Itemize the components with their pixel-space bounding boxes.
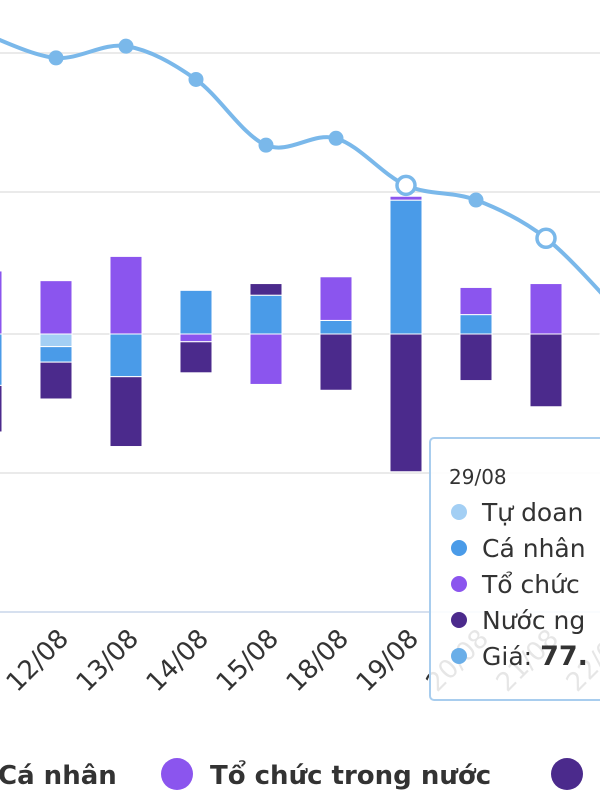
tooltip-marker-0 — [451, 504, 467, 520]
bar-Tổ-chức-trong-nước-20/08[interactable] — [459, 286, 493, 316]
bar-Cá-nhân-18/08[interactable] — [319, 319, 353, 335]
bar-Nước-ngoài-13/08[interactable] — [109, 376, 143, 448]
bar-Tự-doanh-12/08[interactable] — [39, 333, 73, 348]
price-point-13/08[interactable] — [118, 38, 134, 54]
bar-Nước-ngoài-12/08[interactable] — [39, 361, 73, 400]
bar-Tổ-chức-trong-nước-15/08[interactable] — [249, 333, 283, 385]
price-line — [0, 37, 600, 295]
bar-Tổ-chức-trong-nước-18/08[interactable] — [319, 276, 353, 321]
tooltip-row-value: 77. — [540, 641, 588, 672]
price-point-21/08[interactable] — [535, 227, 557, 249]
tooltip-marker-4 — [451, 648, 467, 664]
bar-Cá-nhân-11/08[interactable] — [0, 333, 3, 386]
bar-Cá-nhân-15/08[interactable] — [249, 294, 283, 335]
tooltip-row-label-2: Tổ chức — [481, 570, 580, 599]
legend-marker-2[interactable] — [551, 758, 583, 790]
legend-marker-1[interactable] — [161, 758, 193, 790]
bar-Nước-ngoài-19/08[interactable] — [389, 333, 423, 473]
bar-Nước-ngoài-11/08[interactable] — [0, 384, 3, 433]
price-point-18/08[interactable] — [328, 130, 344, 146]
price-point-15/08[interactable] — [258, 137, 274, 153]
bar-Cá-nhân-13/08[interactable] — [109, 333, 143, 378]
bar-Nước-ngoài-14/08[interactable] — [179, 341, 213, 374]
tooltip-row-label-0: Tự doan — [481, 498, 583, 527]
bar-series — [0, 195, 600, 473]
bar-Tổ-chức-trong-nước-12/08[interactable] — [39, 280, 73, 335]
price-point-12/08[interactable] — [48, 50, 64, 66]
bar-Tổ-chức-trong-nước-13/08[interactable] — [109, 255, 143, 335]
legend: Cá nhân Tổ chức trong nước — [0, 758, 583, 791]
bar-Cá-nhân-19/08[interactable] — [389, 199, 423, 335]
bar-Nước-ngoài-20/08[interactable] — [459, 333, 493, 382]
price-point-19/08[interactable] — [395, 174, 417, 197]
bar-Tổ-chức-trong-nước-21/08[interactable] — [529, 283, 563, 335]
bar-Nước-ngoài-21/08[interactable] — [529, 333, 563, 408]
legend-label-0[interactable]: Cá nhân — [0, 761, 117, 791]
bar-Tổ-chức-trong-nước-11/08[interactable] — [0, 270, 3, 335]
bar-Cá-nhân-20/08[interactable] — [459, 314, 493, 335]
tooltip-date: 29/08 — [449, 465, 507, 489]
x-tick-label: 14/08 — [141, 624, 215, 698]
x-tick-label: 13/08 — [71, 624, 145, 698]
bar-Tổ-chức-trong-nước-14/08[interactable] — [179, 333, 213, 343]
tooltip-marker-3 — [451, 612, 467, 628]
tooltip-marker-2 — [451, 576, 467, 592]
price-point-20/08[interactable] — [468, 192, 484, 208]
bar-Nước-ngoài-15/08[interactable] — [249, 283, 283, 296]
bar-Cá-nhân-12/08[interactable] — [39, 346, 73, 363]
x-tick-label: 11/08 — [0, 624, 5, 698]
tooltip-row-label-1: Cá nhân — [482, 534, 586, 563]
x-tick-label: 12/08 — [1, 624, 75, 698]
x-tick-label: 18/08 — [281, 624, 355, 698]
bar-Cá-nhân-14/08[interactable] — [179, 289, 213, 335]
x-tick-label: 15/08 — [211, 624, 285, 698]
legend-label-1[interactable]: Tổ chức trong nước — [210, 758, 491, 791]
tooltip-box — [429, 437, 600, 701]
tooltip-marker-1 — [451, 540, 467, 556]
price-line-series — [0, 37, 600, 295]
price-point-14/08[interactable] — [188, 71, 204, 87]
bar-Nước-ngoài-18/08[interactable] — [319, 333, 353, 391]
x-tick-label: 19/08 — [351, 624, 425, 698]
tooltip-row-label-3: Nước ng — [482, 606, 585, 635]
bar-Tổ-chức-trong-nước-19/08[interactable] — [389, 195, 423, 201]
